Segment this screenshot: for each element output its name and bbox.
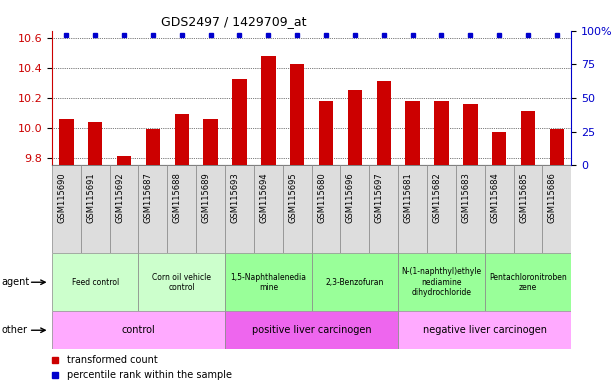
Bar (232, 78, 247, 165)
Bar (225, 165, 254, 253)
Bar (376, 81, 391, 165)
Text: GSM115684: GSM115684 (490, 172, 499, 223)
Bar (225, 253, 312, 311)
Bar (203, 119, 218, 165)
Text: N-(1-naphthyl)ethyle
nediamine
dihydrochloride: N-(1-naphthyl)ethyle nediamine dihydroch… (401, 267, 481, 297)
Bar (139, 165, 167, 253)
Text: GSM115691: GSM115691 (86, 172, 95, 223)
Text: GSM115682: GSM115682 (433, 172, 442, 223)
Bar (340, 165, 369, 253)
Bar (348, 91, 362, 165)
Bar (398, 165, 427, 253)
Text: GSM115686: GSM115686 (548, 172, 557, 223)
Bar (261, 56, 276, 165)
Text: Feed control: Feed control (71, 278, 119, 287)
Text: GSM115688: GSM115688 (173, 172, 182, 223)
Bar (405, 101, 420, 165)
Bar (145, 129, 160, 165)
Bar (59, 119, 73, 165)
Text: transformed count: transformed count (67, 355, 158, 365)
Text: GSM115693: GSM115693 (230, 172, 240, 223)
Text: negative liver carcinogen: negative liver carcinogen (423, 325, 547, 335)
Bar (88, 122, 103, 165)
Bar (463, 104, 478, 165)
Bar (52, 311, 225, 349)
Text: 1,5-Naphthalenedia
mine: 1,5-Naphthalenedia mine (230, 273, 306, 292)
Text: GSM115689: GSM115689 (202, 172, 211, 223)
Text: GSM115687: GSM115687 (144, 172, 153, 223)
Bar (398, 311, 571, 349)
Bar (290, 64, 304, 165)
Bar (485, 165, 514, 253)
Text: Pentachloronitroben
zene: Pentachloronitroben zene (489, 273, 567, 292)
Text: GSM115680: GSM115680 (317, 172, 326, 223)
Bar (52, 165, 81, 253)
Bar (319, 101, 333, 165)
Bar (312, 165, 340, 253)
Text: GSM115697: GSM115697 (375, 172, 384, 223)
Bar (514, 165, 543, 253)
Text: agent: agent (1, 277, 29, 287)
Bar (254, 165, 283, 253)
Text: GSM115695: GSM115695 (288, 172, 297, 223)
Text: other: other (1, 325, 27, 335)
Bar (492, 132, 507, 165)
Bar (521, 111, 535, 165)
Bar (398, 253, 485, 311)
Text: GSM115690: GSM115690 (57, 172, 67, 223)
Text: positive liver carcinogen: positive liver carcinogen (252, 325, 371, 335)
Bar (434, 101, 448, 165)
Bar (543, 165, 571, 253)
Bar (117, 156, 131, 165)
Text: GSM115692: GSM115692 (115, 172, 124, 223)
Text: percentile rank within the sample: percentile rank within the sample (67, 370, 232, 381)
Bar (456, 165, 485, 253)
Bar (485, 253, 571, 311)
Bar (550, 129, 564, 165)
Text: 2,3-Benzofuran: 2,3-Benzofuran (326, 278, 384, 287)
Bar (175, 114, 189, 165)
Bar (225, 311, 398, 349)
Bar (283, 165, 312, 253)
Text: GSM115685: GSM115685 (519, 172, 528, 223)
Text: Corn oil vehicle
control: Corn oil vehicle control (152, 273, 211, 292)
Bar (369, 165, 398, 253)
Text: GSM115681: GSM115681 (404, 172, 412, 223)
Bar (52, 253, 139, 311)
Bar (139, 253, 225, 311)
Bar (167, 165, 196, 253)
Text: GSM115696: GSM115696 (346, 172, 355, 223)
Bar (312, 253, 398, 311)
Bar (196, 165, 225, 253)
Bar (81, 165, 109, 253)
Text: GSM115694: GSM115694 (259, 172, 268, 223)
Text: GSM115683: GSM115683 (461, 172, 470, 223)
Bar (427, 165, 456, 253)
Text: GDS2497 / 1429709_at: GDS2497 / 1429709_at (161, 15, 307, 28)
Bar (109, 165, 139, 253)
Text: control: control (122, 325, 155, 335)
